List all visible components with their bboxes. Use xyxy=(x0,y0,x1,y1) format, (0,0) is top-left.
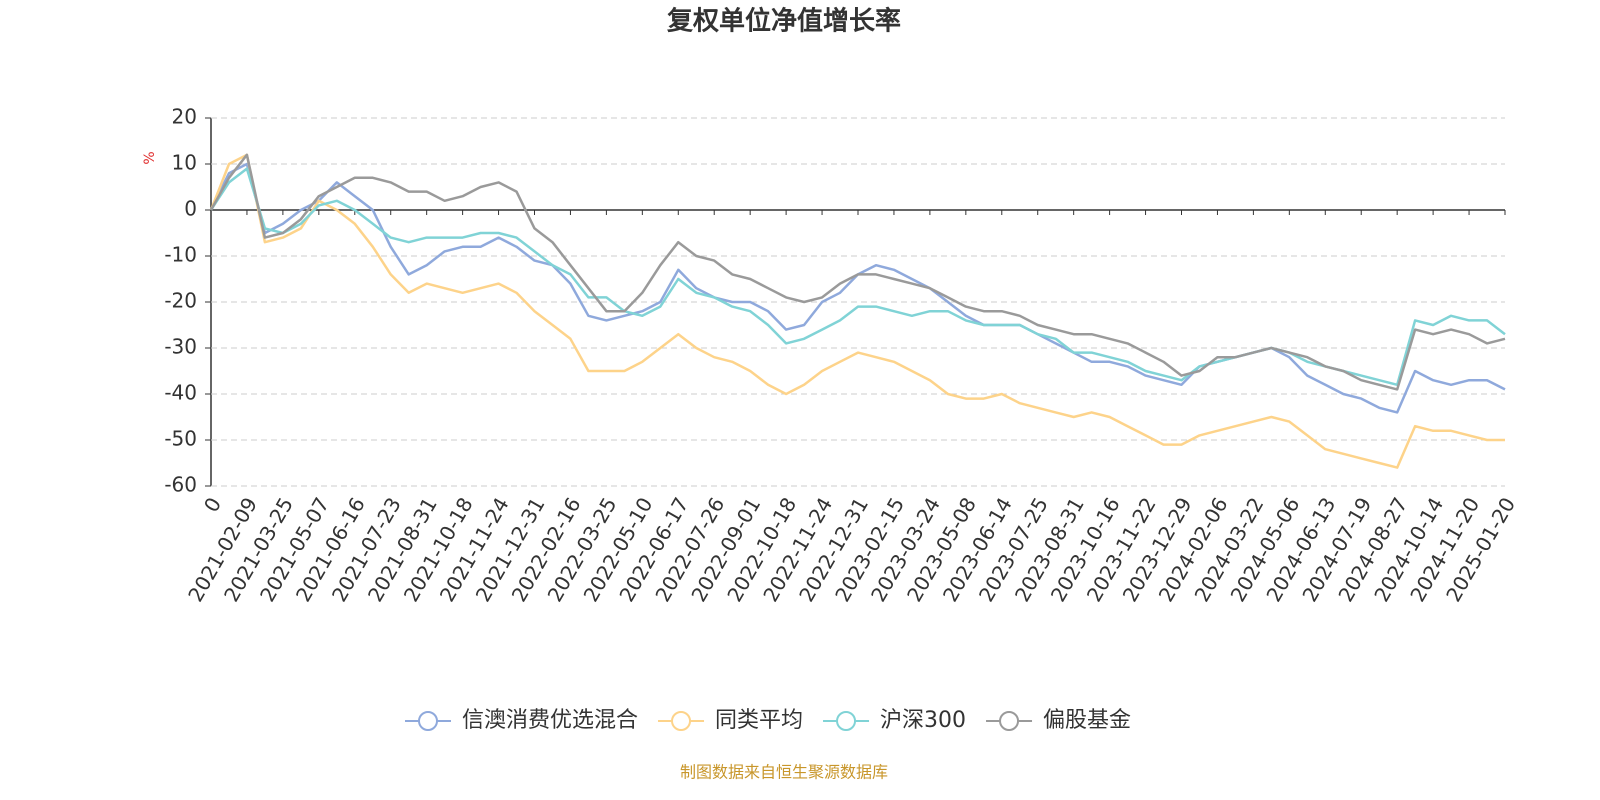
legend-marker xyxy=(671,711,692,731)
legend-item: 同类平均 xyxy=(658,708,803,733)
y-tick-label: -40 xyxy=(164,381,197,405)
source-note: 制图数据来自恒生聚源数据库 xyxy=(680,763,888,782)
legend-label: 信澳消费优选混合 xyxy=(462,708,638,733)
y-tick-label: -30 xyxy=(164,335,197,359)
legend-label: 同类平均 xyxy=(715,708,803,733)
legend-marker xyxy=(418,711,438,731)
y-tick-label: 20 xyxy=(172,105,197,129)
legend-item: 信澳消费优选混合 xyxy=(405,708,638,733)
y-tick-label: -20 xyxy=(164,289,197,313)
y-tick-label: 0 xyxy=(184,197,197,221)
legend-item: 偏股基金 xyxy=(986,708,1131,733)
y-tick-label: 10 xyxy=(172,151,197,175)
x-tick-label: 0 xyxy=(199,493,226,516)
series-line xyxy=(209,153,1506,391)
y-tick-label: -50 xyxy=(164,427,197,451)
legend-label: 偏股基金 xyxy=(1043,708,1131,733)
series-line xyxy=(209,153,1505,469)
y-axis-label: % xyxy=(142,151,158,164)
y-tick-label: -10 xyxy=(164,243,197,267)
legend-item: 沪深300 xyxy=(823,708,966,733)
y-tick-label: -60 xyxy=(164,473,197,497)
legend-label: 沪深300 xyxy=(880,708,966,733)
legend-marker xyxy=(999,711,1020,731)
legend-marker xyxy=(836,711,857,731)
chart-title: 复权单位净值增长率 xyxy=(667,6,901,37)
